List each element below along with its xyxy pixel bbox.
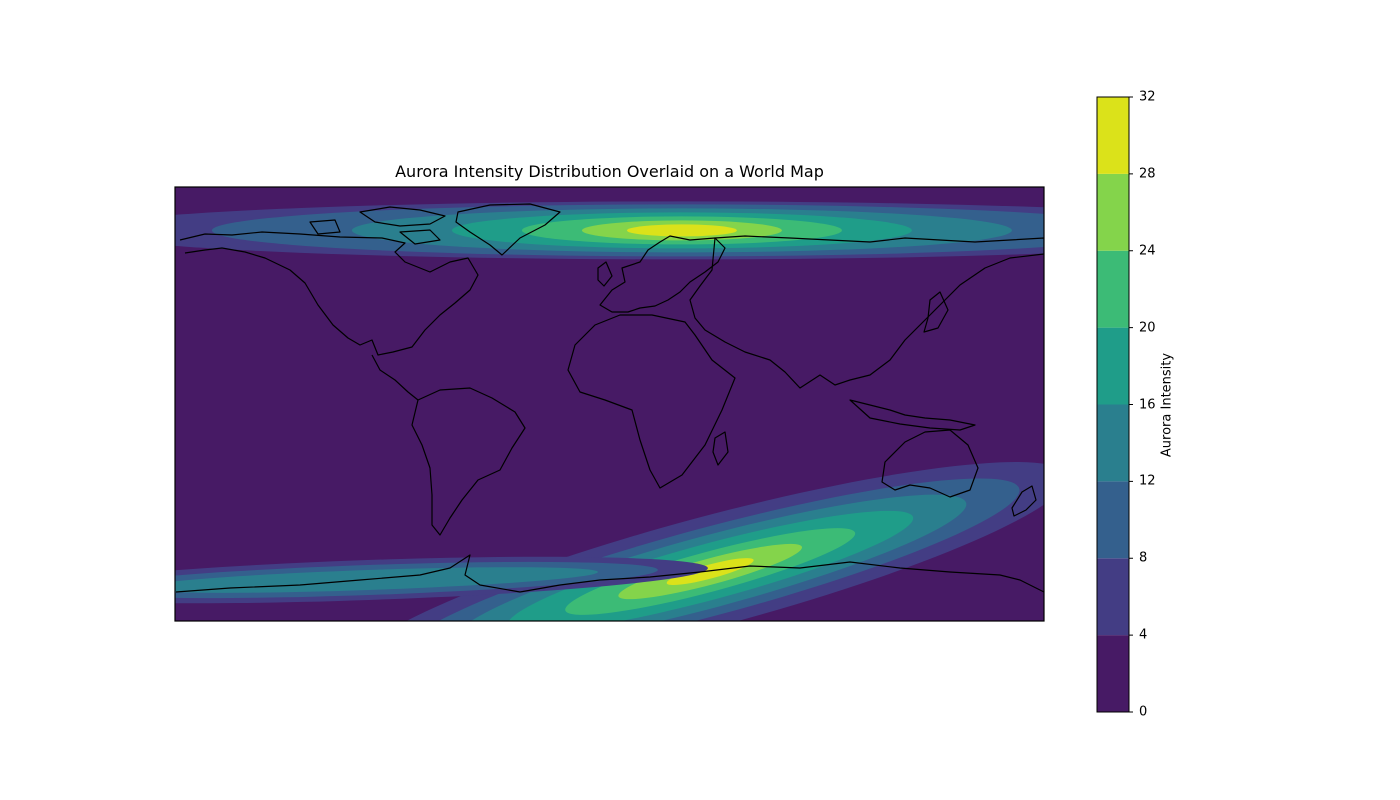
colorbar-segment: [1097, 327, 1129, 405]
coastline-new-zealand: [1011, 485, 1037, 517]
coastline-europe: [599, 235, 726, 313]
coastline-british-isles: [597, 261, 613, 287]
colorbar-tick-label: 32: [1139, 89, 1156, 105]
coastline-australia: [881, 429, 979, 498]
colorbar-tick-label: 8: [1139, 550, 1148, 566]
colorbar-segment: [1097, 404, 1129, 482]
coastline-asia: [689, 235, 1044, 389]
colorbar-segment: [1097, 173, 1129, 251]
colorbar-ticks: [1129, 96, 1133, 713]
coastline-antarctica: [175, 554, 1044, 593]
colorbar-segment: [1097, 250, 1129, 328]
coastline-greenland: [455, 203, 561, 256]
coastline-southeast-asia-islands: [849, 399, 976, 431]
coastline-africa: [567, 314, 736, 489]
colorbar-tick-label: 4: [1139, 627, 1148, 643]
colorbar-tick-label: 28: [1139, 166, 1156, 182]
chart-title: Aurora Intensity Distribution Overlaid o…: [395, 162, 824, 181]
colorbar-tick-label: 12: [1139, 473, 1156, 489]
coastline-arctic-islands: [309, 206, 446, 245]
colorbar-tick-label: 24: [1139, 243, 1156, 259]
colorbar-label: Aurora Intensity: [1159, 352, 1175, 458]
coastlines: [175, 203, 1044, 593]
colorbar-tick-label: 0: [1139, 704, 1148, 720]
colorbar-tick-label: 16: [1139, 397, 1156, 412]
coastline-madagascar: [712, 431, 729, 466]
colorbar-segment: [1097, 558, 1129, 636]
colorbar-tick-label: 20: [1139, 320, 1156, 336]
colorbar: [1097, 97, 1129, 712]
aurora-intensity-bands: [175, 201, 1044, 621]
coastline-north-america: [179, 231, 479, 356]
northern-band-level-7: [626, 224, 737, 237]
coastline-south-america: [411, 387, 526, 536]
map-plot-area: [175, 187, 1044, 621]
map-frame: [174, 186, 1045, 622]
colorbar-segment: [1097, 97, 1129, 174]
colorbar-segment: [1097, 635, 1129, 712]
coastline-central-america: [371, 354, 419, 401]
colorbar-segment: [1097, 481, 1129, 559]
southern-band-level-7: [666, 558, 754, 586]
coastline-japan: [923, 291, 949, 333]
